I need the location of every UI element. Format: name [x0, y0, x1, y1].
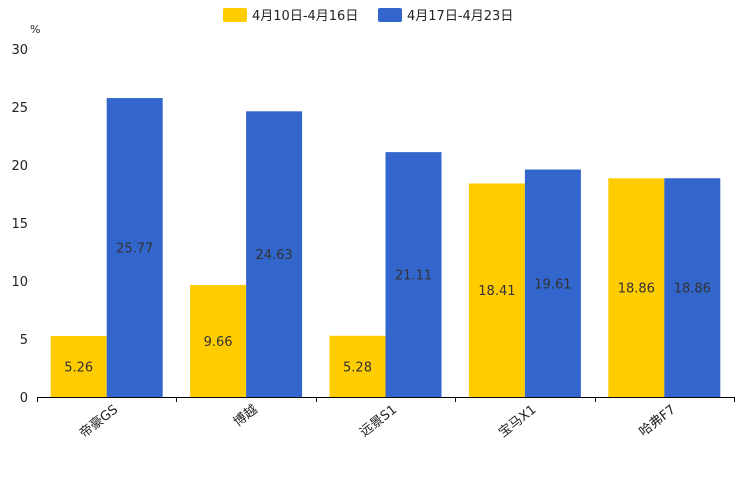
bar-value-label: 18.86: [618, 282, 655, 297]
legend-label-series-1: 4月10日-4月16日: [252, 9, 358, 24]
bar-value-label: 21.11: [395, 269, 432, 284]
y-tick-label: 25: [11, 101, 28, 116]
legend-label-series-2: 4月17日-4月23日: [407, 9, 513, 24]
bar-value-label: 18.41: [478, 284, 515, 299]
x-category-label: 远景S1: [357, 402, 400, 440]
bar-value-label: 5.28: [343, 360, 372, 375]
bar-series-1-5: [608, 178, 665, 397]
y-tick-label: 30: [11, 43, 28, 58]
bar-value-label: 5.26: [64, 360, 93, 375]
x-category-label: 哈弗F7: [637, 402, 679, 440]
bar-series-2-4: [524, 169, 581, 397]
bar-series-1-4: [468, 183, 525, 397]
legend-swatch-series-2: [378, 8, 402, 22]
y-tick-label: 20: [11, 159, 28, 174]
x-category-label: 帝豪GS: [76, 402, 121, 442]
bar-value-label: 18.86: [674, 282, 711, 297]
bar-series-2-5: [664, 178, 721, 397]
bar-series-1-1: [50, 335, 107, 397]
data-labels-group: 5.26 9.66 5.28 18.41 18.86 25.77 24.63 21.11 19.…: [64, 242, 711, 376]
bar-series-2-2: [246, 111, 303, 398]
legend: 4月10日-4月16日 4月17日-4月23日: [223, 8, 513, 24]
bar-series-1-2: [190, 284, 247, 397]
y-tick-label: 15: [11, 217, 28, 232]
bar-value-label: 25.77: [116, 242, 153, 257]
y-tick-label: 5: [20, 333, 28, 348]
bar-value-label: 24.63: [255, 248, 292, 263]
bar-series-2-3: [385, 152, 442, 397]
bar-value-label: 9.66: [204, 335, 233, 350]
x-category-label: 宝马X1: [496, 402, 539, 440]
bar-value-label: 19.61: [534, 277, 571, 292]
y-tick-label: 10: [11, 275, 28, 290]
bar-series-2-1: [106, 98, 163, 398]
bars-group: [50, 98, 721, 398]
x-category-label: 博越: [231, 402, 261, 430]
y-tick-label: 0: [20, 391, 28, 406]
y-axis-unit-label: %: [30, 23, 40, 36]
legend-swatch-series-1: [223, 8, 247, 22]
x-axis: 帝豪GS 博越 远景S1 宝马X1 哈弗F7: [37, 397, 735, 441]
y-axis: 0 5 10 15 20 25 30: [11, 43, 28, 406]
bar-series-1-3: [329, 335, 386, 397]
